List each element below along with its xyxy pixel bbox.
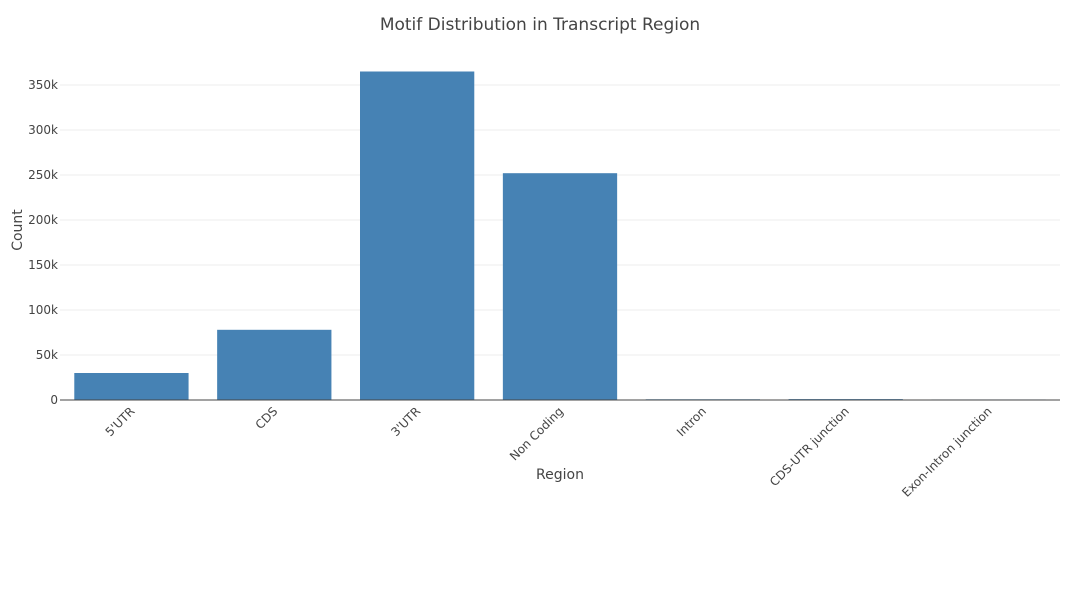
x-tick-label: Exon-Intron junction [899, 404, 994, 499]
y-tick-label: 150k [28, 258, 58, 272]
y-tick-label: 200k [28, 213, 58, 227]
x-tick-label: CDS-UTR junction [767, 404, 852, 489]
x-axis-title: Region [536, 467, 584, 483]
x-tick-labels: 5'UTR CDS 3'UTR Non Coding Intron CDS-UTR jun… [103, 404, 995, 499]
bar [360, 71, 475, 400]
chart-title: Motif Distribution in Transcript Region [380, 15, 700, 35]
y-tick-labels: 0 50k 100k 150k 200k 250k 300k 350k [28, 78, 58, 407]
y-tick-label: 250k [28, 168, 58, 182]
x-tick-label: 5'UTR [103, 404, 138, 439]
x-tick-label: CDS [253, 404, 281, 432]
x-tick-label: 3'UTR [388, 404, 423, 439]
y-tick-label: 350k [28, 78, 58, 92]
bar [217, 329, 332, 400]
bars [74, 71, 1046, 400]
y-tick-label: 300k [28, 123, 58, 137]
x-tick-label: Intron [674, 404, 709, 439]
x-tick-label: Non Coding [507, 404, 566, 463]
y-tick-label: 0 [50, 393, 58, 407]
y-tick-label: 50k [36, 348, 58, 362]
y-tick-label: 100k [28, 303, 58, 317]
bar [74, 373, 189, 400]
y-axis-title: Count [10, 209, 26, 251]
bar [502, 173, 618, 400]
